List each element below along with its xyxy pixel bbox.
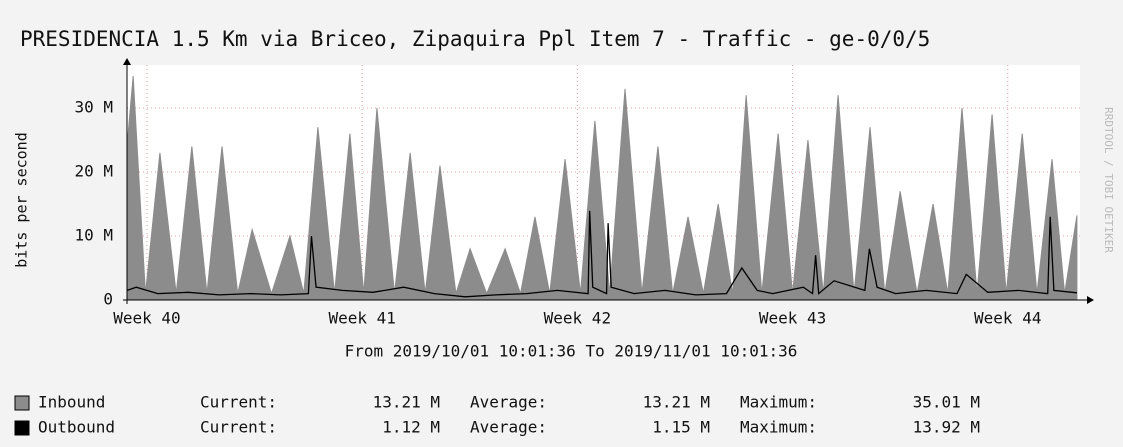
legend-swatch (14, 420, 30, 436)
stat-label: Average: (470, 393, 547, 412)
x-tick-label: Week 44 (974, 309, 1041, 328)
stat-value: 1.12 M (382, 418, 440, 437)
legend-swatch (14, 395, 30, 411)
stat-label: Maximum: (740, 393, 817, 412)
stat-value: 13.21 M (643, 393, 710, 412)
stat-label: Maximum: (740, 418, 817, 437)
y-tick-label: 0 (103, 290, 113, 309)
stat-value: 1.15 M (652, 418, 710, 437)
legend-label: Inbound (38, 393, 105, 412)
y-tick-label: 20 M (74, 162, 113, 181)
subtitle: From 2019/10/01 10:01:36 To 2019/11/01 1… (345, 342, 798, 361)
y-axis-label: bits per second (13, 132, 31, 267)
y-axis-arrow (123, 58, 131, 65)
x-axis-arrow (1087, 296, 1094, 304)
inbound-area (126, 75, 1078, 301)
stat-label: Current: (200, 418, 277, 437)
y-tick-label: 30 M (74, 98, 113, 117)
x-tick-label: Week 41 (328, 309, 395, 328)
legend-label: Outbound (38, 418, 115, 437)
stat-label: Current: (200, 393, 277, 412)
x-tick-label: Week 43 (759, 309, 826, 328)
watermark: RRDTOOL / TOBI OETIKER (1102, 107, 1115, 253)
stat-value: 13.21 M (373, 393, 440, 412)
chart-title: PRESIDENCIA 1.5 Km via Briceo, Zipaquira… (20, 27, 930, 51)
stat-label: Average: (470, 418, 547, 437)
outbound-line (126, 210, 1077, 298)
x-tick-label: Week 42 (544, 309, 611, 328)
stat-value: 35.01 M (913, 393, 980, 412)
x-tick-label: Week 40 (113, 309, 180, 328)
stat-value: 13.92 M (913, 418, 980, 437)
y-tick-label: 10 M (74, 226, 113, 245)
